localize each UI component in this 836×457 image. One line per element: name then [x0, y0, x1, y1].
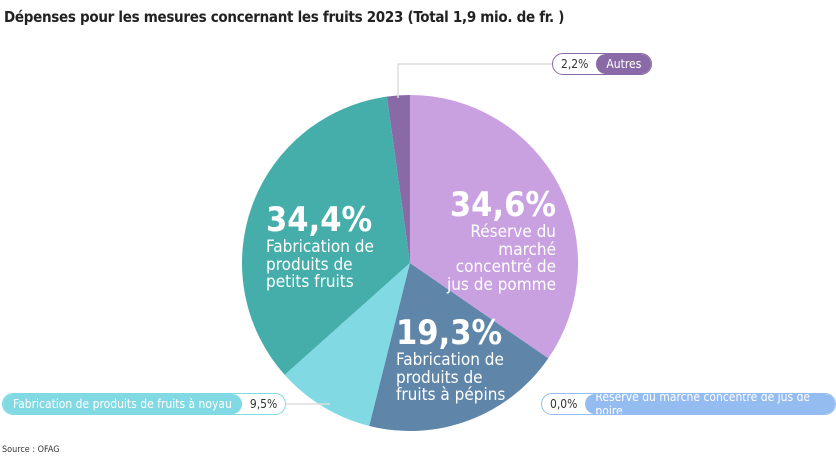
- callout-noyau: Fabrication de produits de fruits à noya…: [2, 393, 287, 415]
- source-note: Source : OFAG: [2, 445, 60, 455]
- pie-slice-1: [369, 263, 549, 431]
- pie-slice-3: [284, 263, 410, 426]
- callout-jus-poire: 0,0% Réserve du marché concentré de jus …: [541, 393, 836, 415]
- label-jus-pomme: 34,6% Réserve du marché concentré de jus…: [446, 185, 556, 296]
- pie-slice-5: [386, 95, 410, 263]
- chart-title: Dépenses pour les mesures concernant les…: [4, 8, 565, 26]
- pie-slice-0: [410, 95, 578, 359]
- leader-line-autres: [397, 63, 552, 98]
- label-pepins: 19,3% Fabrication de produits de fruits …: [396, 313, 506, 406]
- label-petits-fruits: 34,4% Fabrication de produits de petits …: [266, 200, 374, 293]
- pie-slice-4: [242, 96, 410, 375]
- callout-autres: 2,2% Autres: [552, 53, 653, 75]
